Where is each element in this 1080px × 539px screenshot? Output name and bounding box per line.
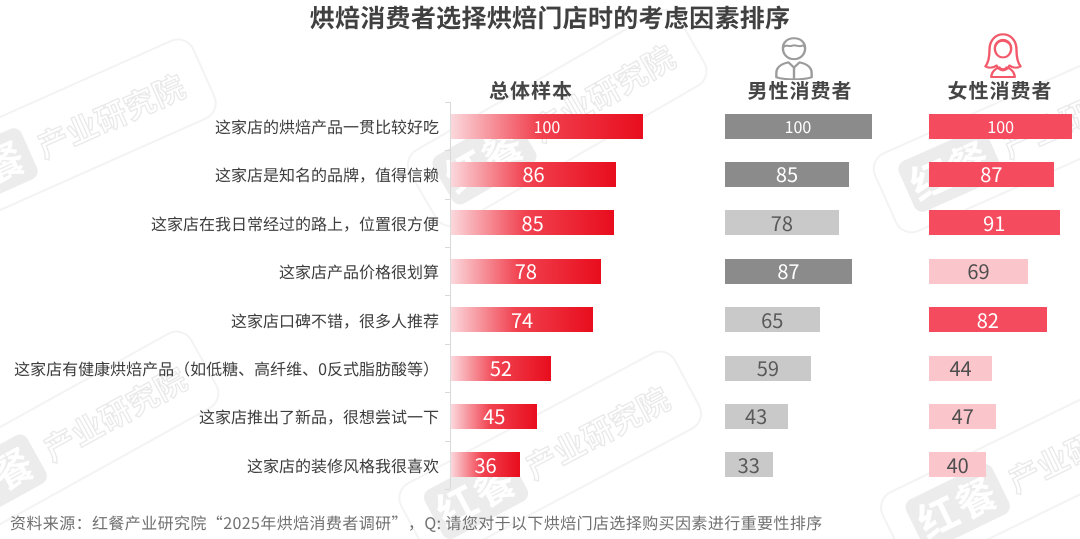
- overall-bar: 52: [451, 353, 551, 382]
- watermark-text: 产业研究院: [516, 374, 677, 489]
- female-bar: 69: [929, 256, 1028, 286]
- male-bar: 33: [724, 449, 773, 479]
- male-bar: 87: [724, 256, 853, 286]
- axis-tick: [445, 343, 450, 345]
- bar-value-label: 43: [745, 401, 768, 431]
- overall-bar: 85: [451, 207, 615, 237]
- category-label: 这家店是知名的品牌，值得信赖: [214, 162, 439, 187]
- male-bar: 78: [724, 207, 840, 237]
- overall-bar: 45: [451, 401, 538, 431]
- overall-bar: 36: [451, 449, 521, 479]
- bar-value-label: 45: [483, 401, 506, 431]
- column-header-female: 女性消费者: [947, 75, 1053, 104]
- bar-value-label: 52: [489, 353, 513, 382]
- category-label: 这家店在我日常经过的路上，位置很方便: [150, 210, 439, 235]
- category-label: 这家店有健康烘焙产品（如低糖、高纤维、0反式脂肪酸等）: [14, 356, 439, 380]
- axis-tick: [445, 440, 450, 442]
- bar-value-label: 78: [514, 256, 537, 286]
- axis-tick: [445, 295, 450, 297]
- bar-value-label: 91: [983, 207, 1006, 237]
- bar-value-label: 59: [756, 353, 779, 382]
- source-note: 资料来源：红餐产业研究院“2025年烘焙消费者调研”，Q: 请您对于以下烘焙门店…: [10, 510, 823, 534]
- bar-value-label: 33: [737, 449, 760, 479]
- watermark-stamp: 红餐产业研究院: [873, 362, 1080, 539]
- bar-value-label: 100: [533, 114, 561, 138]
- male-bar: 65: [724, 304, 821, 334]
- female-consumer-icon: [984, 33, 1022, 78]
- axis-tick: [445, 489, 450, 490]
- axis-tick: [445, 101, 450, 103]
- bar-value-label: 82: [976, 304, 999, 334]
- overall-bar: 100: [451, 113, 643, 139]
- female-bar: 100: [929, 113, 1073, 139]
- female-bar: 44: [929, 353, 993, 382]
- chart-title: 烘焙消费者选择烘焙门店时的考虑因素排序: [309, 0, 791, 35]
- bar-value-label: 36: [474, 449, 497, 479]
- bar-value-label: 74: [510, 304, 534, 334]
- axis-tick: [445, 392, 450, 394]
- category-label: 这家店推出了新品，很想尝试一下: [198, 404, 439, 429]
- bar-value-label: 69: [967, 256, 990, 286]
- axis-tick: [445, 150, 450, 152]
- watermark-stamp: 红餐产业研究院: [0, 32, 222, 240]
- overall-bar: 74: [451, 304, 594, 334]
- bar-value-label: 100: [987, 114, 1015, 138]
- bar-value-label: 65: [761, 304, 784, 334]
- female-bar: 82: [929, 304, 1047, 334]
- male-bar: 100: [724, 113, 872, 139]
- bar-value-label: 100: [784, 114, 812, 138]
- column-header-male: 男性消费者: [747, 75, 853, 104]
- bar-value-label: 85: [521, 207, 544, 237]
- category-label: 这家店的装修风格我很喜欢: [246, 452, 439, 477]
- female-bar: 91: [929, 207, 1060, 237]
- male-bar: 85: [724, 159, 850, 189]
- category-label: 这家店产品价格很划算: [278, 259, 439, 284]
- bar-value-label: 44: [949, 353, 972, 382]
- bar-value-label: 86: [522, 159, 545, 189]
- bar-value-label: 87: [777, 256, 800, 286]
- watermark-text: 产业研究院: [999, 391, 1080, 502]
- bar-value-label: 47: [951, 401, 974, 431]
- female-bar: 40: [929, 449, 987, 479]
- axis-tick: [445, 198, 450, 200]
- category-label: 这家店口碑不错，很多人推荐: [230, 307, 439, 332]
- female-bar: 47: [929, 401, 997, 431]
- column-header-overall: 总体样本: [489, 75, 573, 104]
- y-axis-line: [450, 101, 451, 489]
- male-consumer-icon: [775, 37, 813, 80]
- overall-bar: 78: [451, 256, 601, 286]
- watermark-text: 产业研究院: [29, 61, 192, 168]
- category-label: 这家店的烘焙产品一贯比较好吃: [214, 114, 439, 138]
- male-bar: 59: [724, 353, 812, 382]
- bar-value-label: 78: [770, 207, 793, 237]
- axis-tick: [445, 247, 450, 248]
- bar-value-label: 40: [946, 449, 969, 479]
- overall-bar: 86: [451, 159, 617, 189]
- bar-value-label: 87: [980, 159, 1003, 189]
- female-bar: 87: [929, 159, 1054, 189]
- male-bar: 43: [724, 401, 788, 431]
- bar-value-label: 85: [775, 159, 799, 189]
